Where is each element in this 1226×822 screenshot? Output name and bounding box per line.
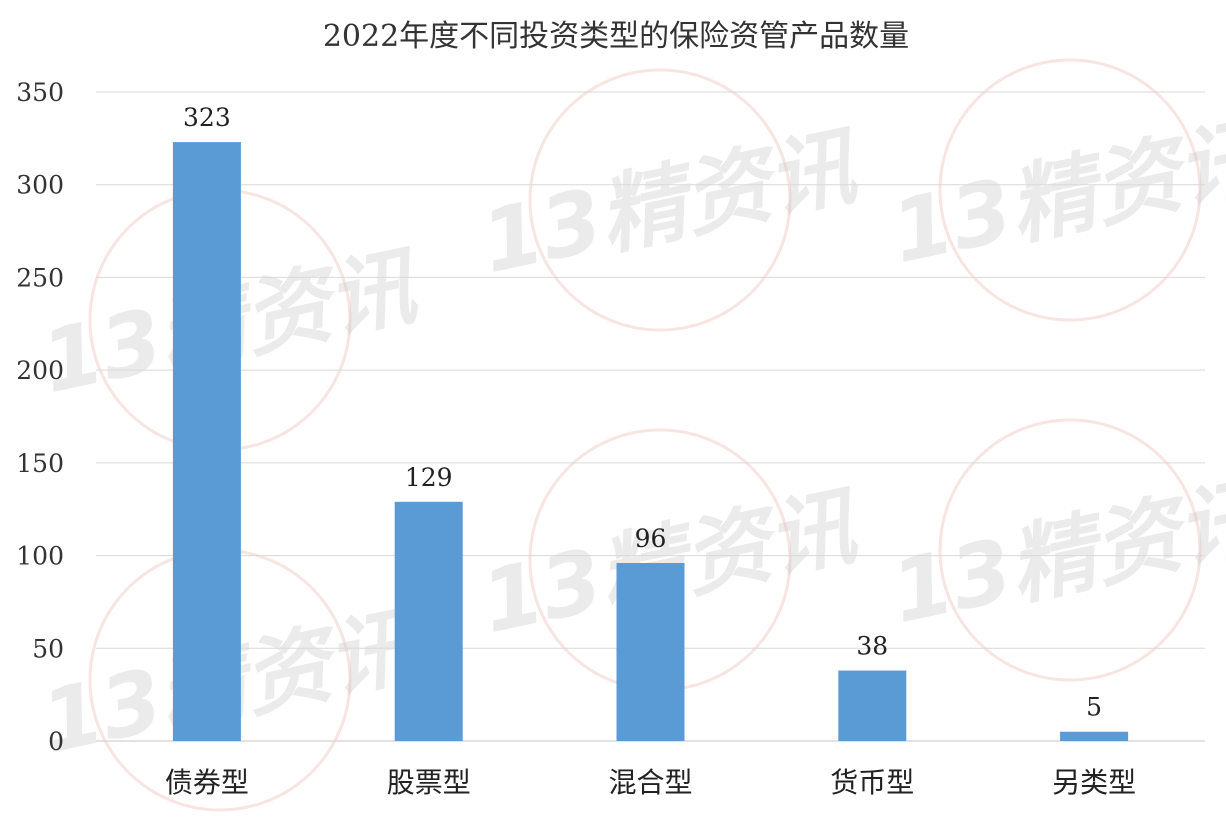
data-label: 5 — [1086, 693, 1102, 722]
watermark-seal — [528, 68, 792, 332]
bar — [616, 562, 685, 741]
y-tick-label: 350 — [16, 78, 64, 107]
bar — [172, 142, 241, 741]
data-label: 129 — [405, 463, 453, 492]
bar — [838, 670, 907, 741]
bar — [394, 501, 463, 741]
x-category-label: 货币型 — [830, 766, 914, 799]
x-axis-categories: 债券型 股票型 混合型 货币型 另类型 — [165, 766, 1136, 799]
x-category-label: 股票型 — [387, 766, 471, 799]
x-category-label: 混合型 — [608, 766, 692, 799]
y-tick-label: 150 — [16, 449, 64, 478]
value-labels: 323 129 96 38 5 — [183, 103, 1102, 722]
y-tick-label: 0 — [48, 727, 64, 756]
y-tick-label: 300 — [16, 171, 64, 200]
y-tick-label: 100 — [16, 542, 64, 571]
data-label: 38 — [856, 632, 888, 661]
x-category-label: 另类型 — [1052, 766, 1136, 799]
watermark-text: 13精资讯 — [883, 466, 1226, 644]
y-axis-ticks: 0 50 100 150 200 250 300 350 — [16, 78, 64, 756]
watermark-seal — [938, 58, 1202, 322]
watermark-seal — [938, 418, 1202, 682]
bar — [1060, 731, 1129, 741]
x-category-label: 债券型 — [165, 766, 249, 799]
chart-title: 2022年度不同投资类型的保险资管产品数量 — [323, 19, 909, 54]
bars — [172, 142, 1129, 741]
watermark-text: 13精资讯 — [883, 106, 1226, 284]
watermark-text: 13精资讯 — [473, 116, 869, 294]
data-label: 96 — [635, 524, 667, 553]
y-tick-label: 250 — [16, 263, 64, 292]
y-tick-label: 200 — [16, 356, 64, 385]
data-label: 323 — [183, 103, 231, 132]
y-tick-label: 50 — [32, 634, 64, 663]
